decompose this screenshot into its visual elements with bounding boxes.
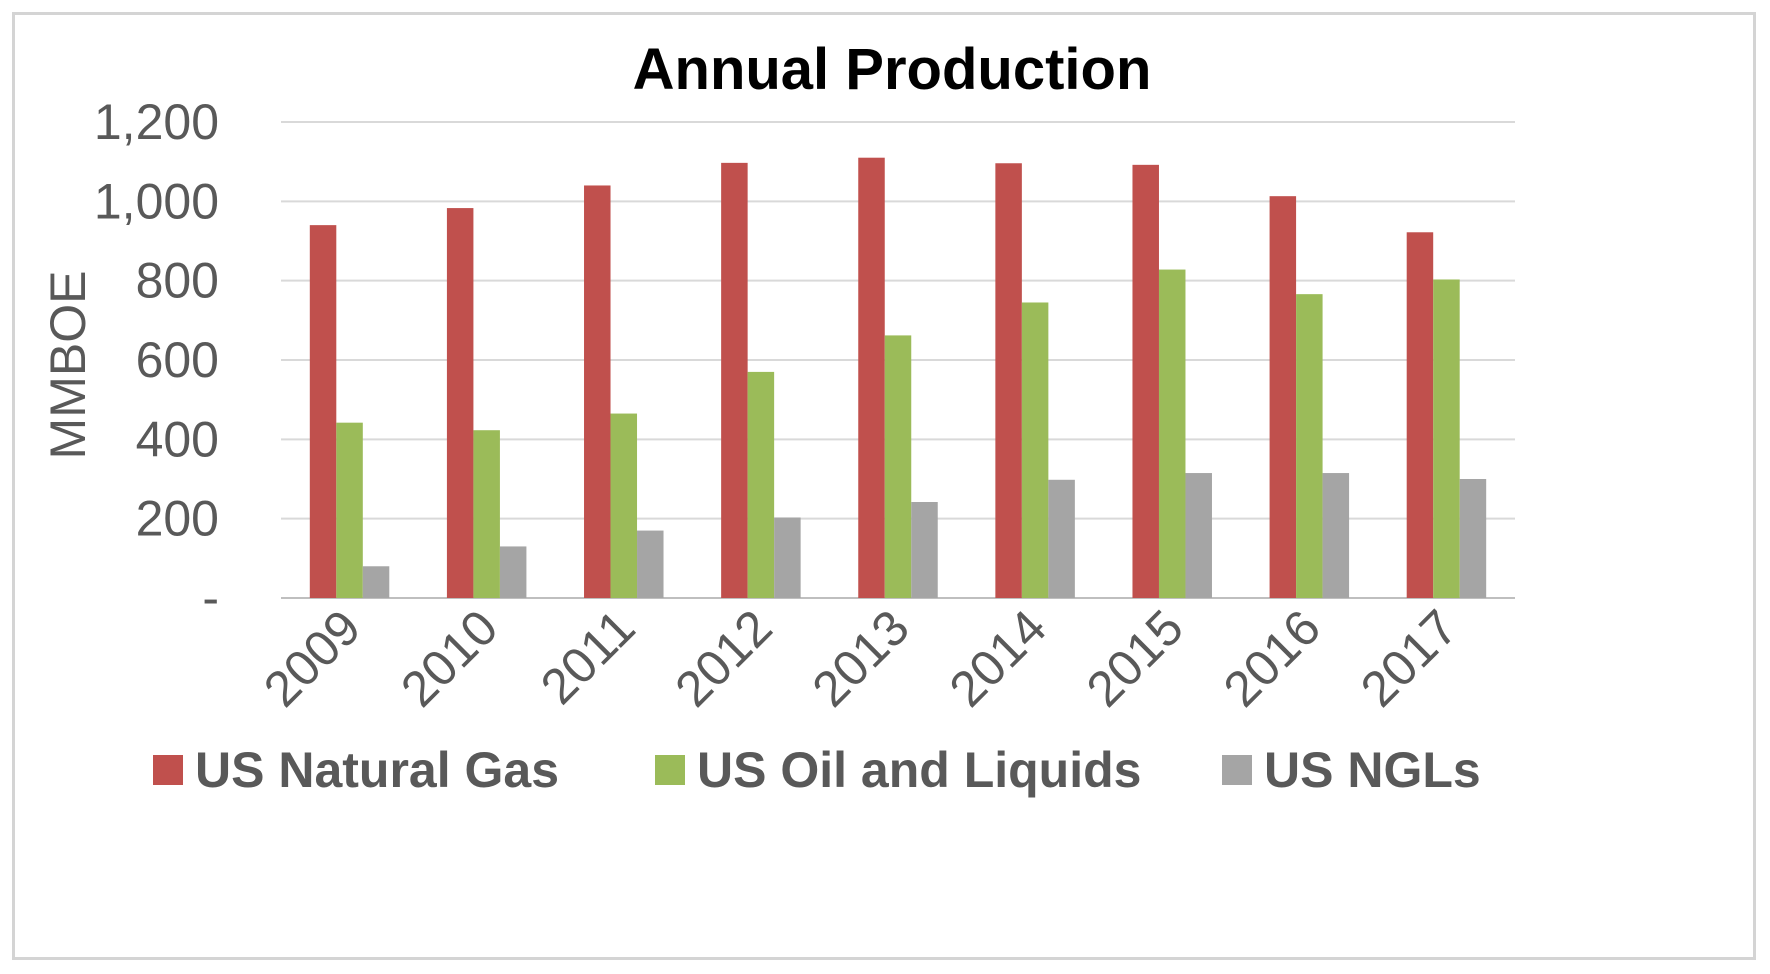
y-tick-label: 200	[136, 491, 219, 547]
y-tick-label: 1,000	[94, 173, 219, 229]
bar-us-natural-gas-2017	[1406, 232, 1434, 599]
bar-us-ngls-2012	[774, 517, 801, 598]
legend-item-us-oil-and-liquids: US Oil and Liquids	[655, 742, 1141, 798]
bar-us-ngls-2009	[362, 566, 390, 598]
legend-swatch	[153, 755, 183, 785]
x-tick-label: 2012	[664, 599, 782, 717]
bar-us-oil-and-liquids-2017	[1433, 279, 1460, 598]
bar-us-ngls-2013	[911, 502, 938, 598]
x-tick-label: 2016	[1213, 599, 1331, 717]
bar-us-ngls-2015	[1185, 473, 1212, 598]
bar-us-oil-and-liquids-2013	[884, 335, 912, 598]
bar-us-natural-gas-2012	[721, 162, 748, 598]
legend-item-us-natural-gas: US Natural Gas	[153, 742, 559, 798]
legend: US Natural Gas US Oil and Liquids US NGLs	[153, 742, 1481, 798]
bar-us-ngls-2016	[1322, 473, 1350, 598]
x-tick-label: 2015	[1076, 599, 1194, 717]
x-tick-label: 2014	[939, 599, 1057, 717]
y-axis-label: MMBOE	[40, 271, 96, 460]
bar-us-natural-gas-2015	[1132, 164, 1159, 598]
bar-us-oil-and-liquids-2010	[473, 430, 500, 598]
bar-us-ngls-2010	[499, 546, 527, 598]
y-axis-ticks: - 200 400 600 800 1,000 1,200	[94, 94, 219, 626]
legend-item-us-ngls: US NGLs	[1222, 742, 1481, 798]
bar-us-natural-gas-2010	[446, 208, 474, 598]
legend-swatch	[655, 755, 685, 785]
bar-us-natural-gas-2011	[584, 185, 611, 598]
x-tick-label: 2011	[530, 599, 646, 715]
bar-us-oil-and-liquids-2016	[1296, 294, 1323, 598]
legend-label: US Oil and Liquids	[697, 742, 1141, 798]
bar-us-natural-gas-2014	[995, 163, 1022, 598]
bar-us-natural-gas-2016	[1269, 196, 1297, 598]
bar-us-oil-and-liquids-2015	[1158, 269, 1186, 598]
bar-us-ngls-2011	[637, 530, 664, 598]
legend-label: US Natural Gas	[195, 742, 559, 798]
bar-us-oil-and-liquids-2014	[1021, 302, 1049, 598]
x-axis-ticks: 2009 2010 2011 2012 2013 2014 2015 2016 2017	[253, 599, 1468, 717]
bar-us-ngls-2017	[1459, 479, 1487, 598]
y-tick-label: 800	[136, 253, 219, 309]
legend-label: US NGLs	[1264, 742, 1481, 798]
chart-frame: Annual Production MMBOE - 200 400 600 800 1,0…	[12, 12, 1756, 960]
bar-us-natural-gas-2009	[309, 225, 337, 598]
bar-us-ngls-2014	[1048, 479, 1075, 598]
y-tick-label: 600	[136, 332, 219, 388]
x-tick-label: 2010	[390, 599, 508, 717]
y-tick-label: 1,200	[94, 94, 219, 150]
y-tick-label: 400	[136, 411, 219, 467]
bar-us-natural-gas-2013	[858, 157, 885, 598]
y-tick-label: -	[202, 570, 219, 626]
x-tick-label: 2013	[802, 599, 920, 717]
chart-title: Annual Production	[633, 37, 1152, 102]
bar-chart: Annual Production MMBOE - 200 400 600 800 1,0…	[40, 37, 1515, 798]
bar-us-oil-and-liquids-2011	[610, 413, 638, 598]
x-tick-label: 2009	[253, 599, 371, 717]
legend-swatch	[1222, 755, 1252, 785]
bar-us-oil-and-liquids-2009	[336, 422, 363, 598]
bars	[309, 157, 1487, 599]
x-tick-label: 2017	[1350, 599, 1468, 717]
bar-us-oil-and-liquids-2012	[747, 371, 775, 598]
